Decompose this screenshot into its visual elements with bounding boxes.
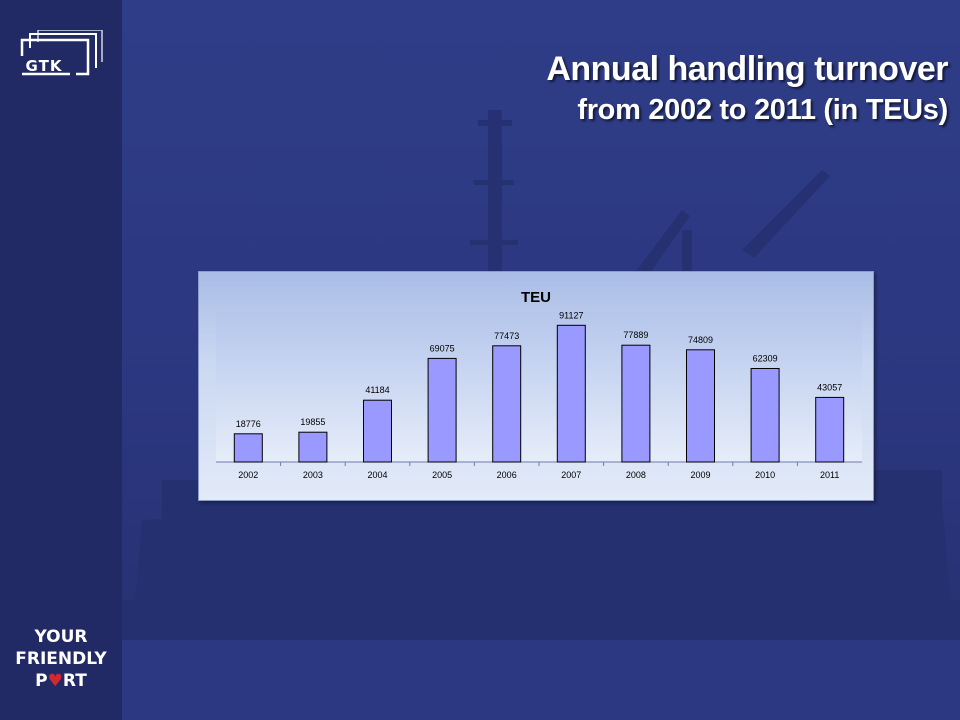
slogan: YOUR FRIENDLY P♥RT bbox=[0, 626, 122, 692]
bar-2006 bbox=[492, 345, 522, 463]
title-line-1: Annual handling turnover bbox=[546, 50, 948, 88]
bar-2009 bbox=[686, 349, 715, 463]
bar-2011 bbox=[815, 396, 845, 463]
x-tick-label-2005: 2005 bbox=[432, 470, 452, 480]
title-line-2: from 2002 to 2011 (in TEUs) bbox=[577, 94, 948, 126]
bar-2005 bbox=[427, 357, 457, 463]
data-label-2006: 77473 bbox=[494, 331, 519, 341]
gtk-logo-icon bbox=[20, 30, 103, 76]
slogan-line-1: YOUR bbox=[34, 627, 88, 647]
logo-text: GTK bbox=[25, 57, 63, 75]
slogan-letters-rt: RT bbox=[62, 671, 87, 691]
x-tick-label-2009: 2009 bbox=[690, 470, 710, 480]
data-label-2003: 19855 bbox=[300, 417, 325, 427]
data-label-2002: 18776 bbox=[236, 419, 261, 429]
chart-canvas: TEU 18776 2002 19855 2003 41184 2004 69075 2005 7… bbox=[216, 289, 862, 480]
x-tick-label-2006: 2006 bbox=[497, 470, 517, 480]
sidebar: GTK YOUR FRIENDLY P♥RT bbox=[0, 0, 122, 720]
bar-2008 bbox=[621, 344, 651, 463]
slogan-line-2: FRIENDLY bbox=[15, 649, 107, 669]
bar-2004 bbox=[363, 399, 392, 463]
data-label-2010: 62309 bbox=[753, 354, 778, 364]
bar-2010 bbox=[750, 368, 780, 463]
bar-2003 bbox=[298, 431, 328, 463]
data-label-2004: 41184 bbox=[365, 385, 389, 395]
teu-bar-chart: TEU 18776 2002 19855 2003 41184 2004 69075 2005 7… bbox=[198, 271, 874, 501]
bar-2002 bbox=[233, 433, 263, 463]
slogan-line-3: P♥RT bbox=[0, 670, 122, 692]
slogan-letter-p: P bbox=[35, 671, 48, 691]
x-tick-label-2004: 2004 bbox=[367, 470, 387, 480]
x-tick-label-2007: 2007 bbox=[561, 470, 581, 480]
x-tick-label-2003: 2003 bbox=[303, 470, 323, 480]
heart-icon: ♥ bbox=[47, 671, 63, 691]
x-tick-label-2011: 2011 bbox=[820, 470, 839, 480]
x-tick-label-2008: 2008 bbox=[626, 470, 646, 480]
bar-2007 bbox=[556, 324, 586, 463]
data-label-2005: 69075 bbox=[430, 343, 455, 353]
data-label-2007: 91127 bbox=[559, 310, 583, 320]
data-label-2011: 43057 bbox=[817, 382, 842, 392]
x-tick-label-2002: 2002 bbox=[238, 470, 258, 480]
chart-title: TEU bbox=[521, 289, 551, 306]
slide-title: Annual handling turnover from 2002 to 20… bbox=[546, 46, 948, 128]
data-label-2008: 77889 bbox=[623, 330, 648, 340]
x-tick-label-2010: 2010 bbox=[755, 470, 775, 480]
data-label-2009: 74809 bbox=[688, 335, 713, 345]
